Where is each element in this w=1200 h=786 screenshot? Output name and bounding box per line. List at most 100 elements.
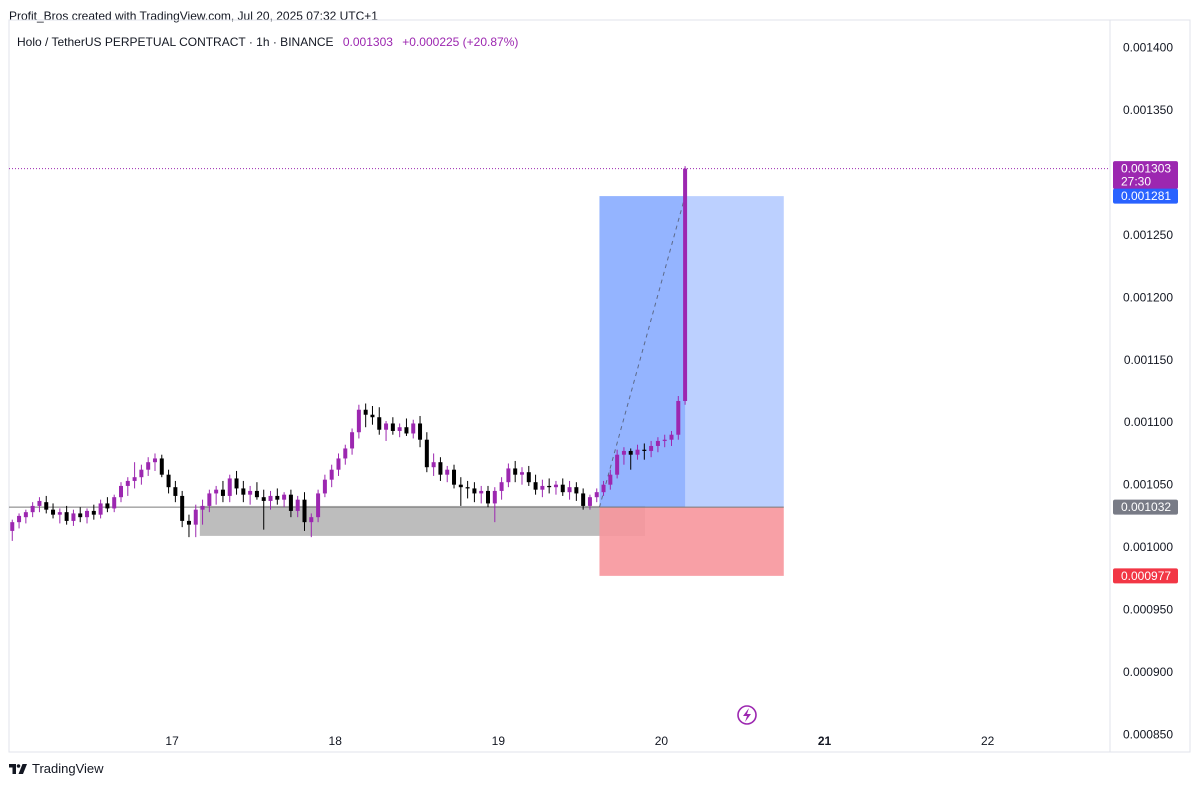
candle-body <box>214 489 219 494</box>
candle-body <box>248 490 253 495</box>
candle-body <box>254 490 259 498</box>
candle <box>615 449 620 479</box>
candle-body <box>193 509 198 525</box>
trade-path-line <box>598 195 686 508</box>
candle <box>132 462 137 489</box>
candle-body <box>397 427 402 431</box>
candle <box>234 470 239 495</box>
candle-body <box>649 445 654 451</box>
candle-body <box>146 462 151 470</box>
candle <box>683 166 688 405</box>
candle-body <box>445 469 450 475</box>
candle-body <box>356 409 361 433</box>
candle-body <box>452 469 457 485</box>
candle-body <box>567 487 572 493</box>
candle <box>139 464 144 485</box>
candle <box>44 495 49 514</box>
stop-zone <box>599 507 784 576</box>
candle <box>336 453 341 476</box>
candle <box>159 454 164 478</box>
candle-body <box>207 493 212 506</box>
candle-body <box>322 479 327 494</box>
candle-body <box>139 469 144 478</box>
candle-body <box>438 462 443 475</box>
candle <box>547 478 552 494</box>
candle <box>275 488 280 505</box>
candle-body <box>329 469 334 480</box>
candle-body <box>635 449 640 455</box>
candle-body <box>669 434 674 440</box>
candle <box>119 482 124 503</box>
candle <box>329 464 334 488</box>
candle <box>438 457 443 481</box>
candle <box>574 482 579 501</box>
candle-body <box>268 495 273 501</box>
candle-body <box>51 509 56 515</box>
candle <box>268 490 273 510</box>
candle-body <box>71 513 76 521</box>
candle <box>241 480 246 503</box>
candle <box>601 480 606 496</box>
candle <box>377 407 382 435</box>
candle <box>248 485 253 505</box>
candle <box>445 465 450 483</box>
candle <box>533 474 538 495</box>
candle-body <box>112 497 117 509</box>
candle-body <box>119 485 124 498</box>
candle <box>418 415 423 448</box>
candle-body <box>275 495 280 500</box>
last-price-tag-countdown: 27:30 <box>1121 175 1151 189</box>
stop-price-tag: 0.000977 <box>1113 568 1178 584</box>
candle <box>98 499 103 519</box>
candle-body <box>57 512 62 515</box>
candle <box>78 507 83 523</box>
candle <box>628 448 633 470</box>
entry-tag-value: 0.001032 <box>1121 500 1171 514</box>
candle <box>404 418 409 436</box>
candle <box>207 489 212 513</box>
symbol-legend[interactable]: Holo / TetherUS PERPETUAL CONTRACT · 1h … <box>17 35 518 49</box>
price-tick-label: 0.001150 <box>1124 353 1173 367</box>
candle-body <box>316 493 321 518</box>
candle <box>200 499 205 525</box>
candle-body <box>642 449 647 451</box>
candle-body <box>186 520 191 525</box>
candle-body <box>37 500 42 506</box>
candle <box>635 444 640 460</box>
candle <box>465 480 470 499</box>
candle <box>411 419 416 439</box>
candle-body <box>350 432 355 449</box>
candle-body <box>533 482 538 490</box>
candle-body <box>30 505 35 513</box>
time-tick-label: 21 <box>818 734 832 748</box>
candle-body <box>547 485 552 488</box>
candle <box>452 464 457 489</box>
candle <box>479 485 484 504</box>
candle <box>17 513 22 529</box>
candle <box>343 444 348 465</box>
candle <box>499 477 504 500</box>
symbol-title: Holo / TetherUS PERPETUAL CONTRACT · 1h … <box>17 35 334 49</box>
candle-body <box>200 505 205 510</box>
candle <box>370 405 375 425</box>
candle <box>322 474 327 498</box>
tradingview-logo-icon <box>9 763 27 774</box>
price-tick-label: 0.001250 <box>1123 228 1173 242</box>
candle-body <box>78 513 83 518</box>
candle-body <box>479 490 484 494</box>
lightning-icon[interactable] <box>737 705 757 725</box>
candle <box>384 420 389 441</box>
candle <box>642 443 647 460</box>
candle <box>316 489 321 523</box>
candle-body <box>553 484 558 488</box>
tradingview-logo[interactable]: TradingView <box>9 761 104 776</box>
last-price-tag-box <box>1113 161 1178 190</box>
price-tick-label: 0.001400 <box>1123 40 1173 54</box>
candle-body <box>411 423 416 434</box>
candle-body <box>370 414 375 418</box>
candle-body <box>261 497 266 501</box>
stop-tag-box <box>1113 568 1178 584</box>
candle <box>30 502 35 518</box>
candle <box>112 494 117 513</box>
